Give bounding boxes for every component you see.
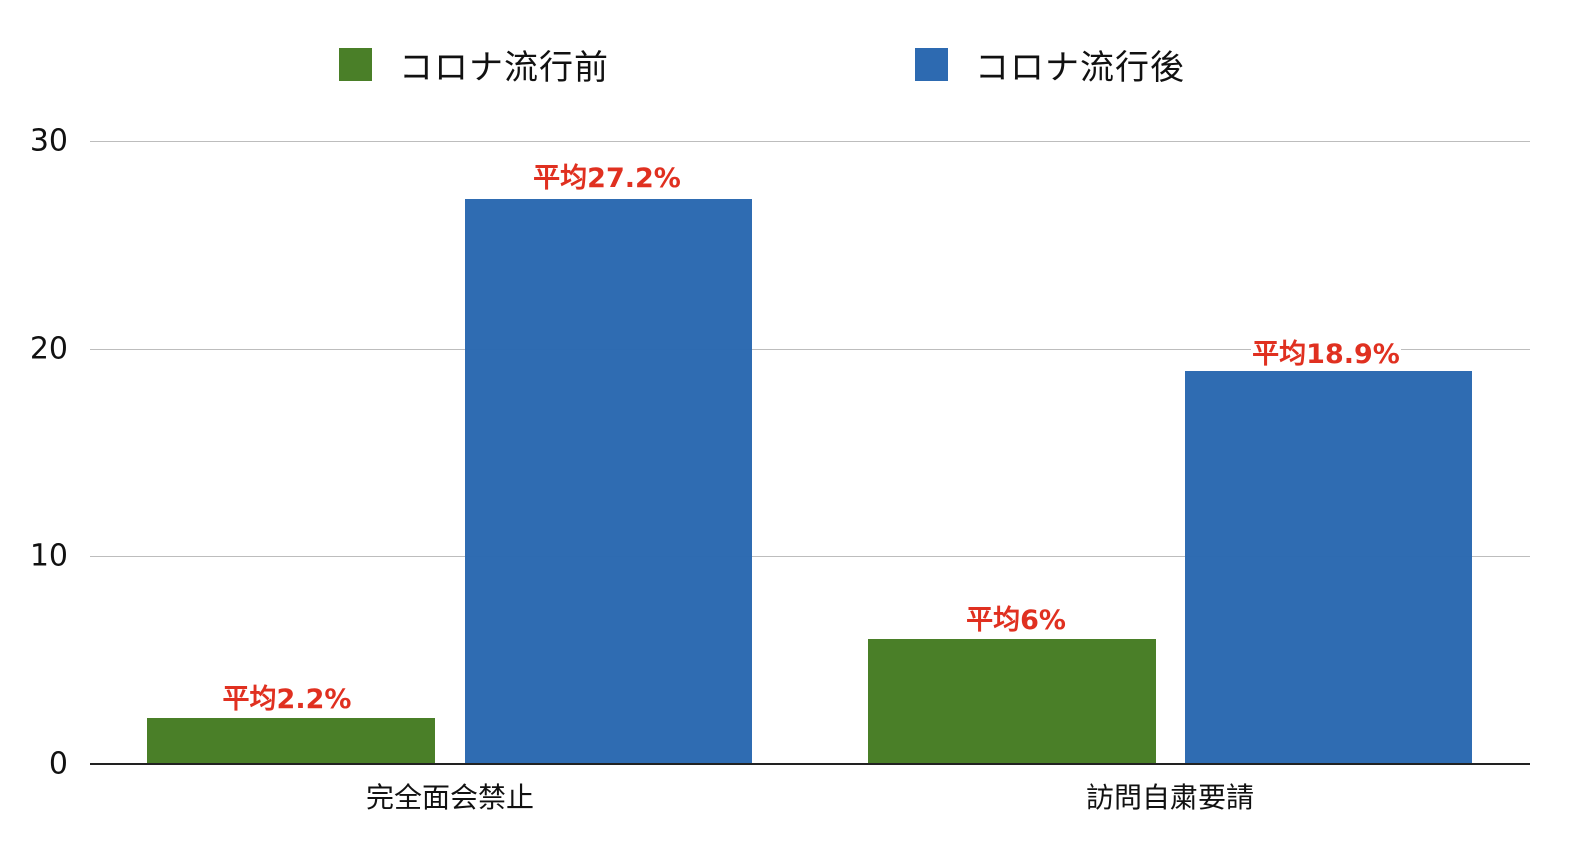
gridline-20 — [90, 349, 1530, 350]
bar-after-complete-ban — [465, 199, 752, 764]
gridline-30 — [90, 141, 1530, 142]
bar-before-complete-ban — [147, 718, 435, 764]
bar-label-before-complete-ban: 平均2.2% — [137, 677, 437, 716]
x-tick-visit-restraint: 訪問自粛要請 — [1085, 781, 1254, 814]
legend-swatch-blue — [915, 48, 948, 81]
y-tick-30: 30 — [29, 123, 68, 159]
y-tick-20: 20 — [29, 331, 68, 367]
bar-after-visit-restraint — [1185, 371, 1472, 764]
bar-label-after-complete-ban: 平均27.2% — [457, 156, 757, 195]
gridline-10 — [90, 556, 1530, 557]
plot-area — [90, 141, 1530, 765]
y-tick-0: 0 — [48, 746, 68, 782]
legend-label: コロナ流行後 — [975, 48, 1185, 88]
legend-item-before: コロナ流行前 — [339, 40, 609, 89]
legend-swatch-green — [339, 48, 372, 81]
x-tick-complete-ban: 完全面会禁止 — [365, 781, 534, 814]
legend-item-after: コロナ流行後 — [915, 40, 1185, 89]
x-axis-line — [90, 763, 1530, 765]
legend-label: コロナ流行前 — [399, 48, 609, 88]
bar-before-visit-restraint — [868, 639, 1156, 764]
bar-label-after-visit-restraint: 平均18.9% — [1251, 332, 1401, 371]
y-tick-10: 10 — [29, 538, 68, 574]
bar-label-before-visit-restraint: 平均6% — [866, 598, 1166, 637]
